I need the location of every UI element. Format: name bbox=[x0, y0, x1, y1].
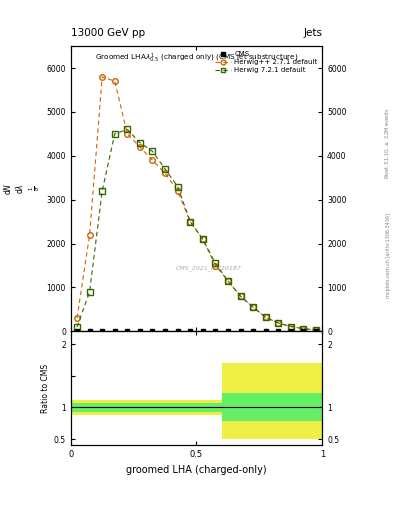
Y-axis label: $\mathrm{d}N$
$\mathrm{d}\lambda$
$\frac{1}{\sigma}$: $\mathrm{d}N$ $\mathrm{d}\lambda$ $\frac… bbox=[2, 183, 42, 195]
Y-axis label: Ratio to CMS: Ratio to CMS bbox=[40, 364, 50, 413]
Text: 13000 GeV pp: 13000 GeV pp bbox=[71, 28, 145, 38]
Legend: CMS, Herwig++ 2.7.1 default, Herwig 7.2.1 default: CMS, Herwig++ 2.7.1 default, Herwig 7.2.… bbox=[214, 50, 319, 75]
Text: CMS_2021_I1920187: CMS_2021_I1920187 bbox=[176, 266, 242, 271]
Text: Jets: Jets bbox=[303, 28, 322, 38]
X-axis label: groomed LHA (charged-only): groomed LHA (charged-only) bbox=[126, 465, 267, 475]
Text: Rivet 3.1.10, $\geq$ 2.2M events: Rivet 3.1.10, $\geq$ 2.2M events bbox=[384, 108, 391, 179]
Text: mcplots.cern.ch [arXiv:1306.3436]: mcplots.cern.ch [arXiv:1306.3436] bbox=[386, 214, 391, 298]
Text: Groomed LHA$\lambda^{1}_{0.5}$ (charged only) (CMS jet substructure): Groomed LHA$\lambda^{1}_{0.5}$ (charged … bbox=[95, 52, 298, 65]
